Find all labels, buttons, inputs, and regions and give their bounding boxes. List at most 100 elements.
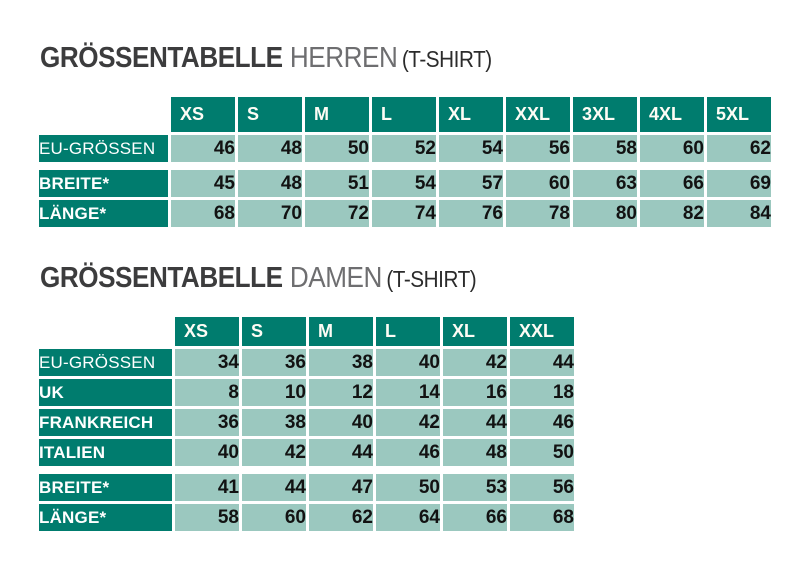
- corner-cell: [39, 97, 168, 132]
- row-label: UK: [39, 379, 172, 406]
- column-header-s: S: [238, 97, 302, 132]
- size-cell: 36: [175, 409, 239, 436]
- title-word-damen: DAMEN: [289, 262, 382, 294]
- damen-table-title: GRÖSSENTABELLE DAMEN (T-SHIRT): [40, 262, 477, 299]
- size-cell: 47: [309, 474, 373, 501]
- size-cell: 10: [242, 379, 306, 406]
- herren-size-table-container: XS S M L XL XXL 3XL 4XL 5XL EU-GRÖSSEN 46 48 50 52 54 5…: [36, 94, 774, 230]
- size-cell: 42: [376, 409, 440, 436]
- size-cell: 42: [443, 349, 507, 376]
- column-header-s: S: [242, 317, 306, 346]
- column-header-xs: XS: [175, 317, 239, 346]
- column-header-l: L: [376, 317, 440, 346]
- size-cell: 42: [242, 439, 306, 466]
- size-cell: 57: [439, 170, 503, 197]
- row-label: LÄNGE*: [39, 504, 172, 531]
- title-word-groessentabelle: GRÖSSENTABELLE: [40, 262, 283, 294]
- title-word-herren: HERREN: [289, 42, 398, 74]
- size-cell: 78: [506, 200, 570, 227]
- size-cell: 8: [175, 379, 239, 406]
- size-cell: 34: [175, 349, 239, 376]
- size-cell: 82: [640, 200, 704, 227]
- size-cell: 68: [171, 200, 235, 227]
- size-cell: 48: [443, 439, 507, 466]
- section-spacer-row: [39, 165, 771, 167]
- column-header-xl: XL: [439, 97, 503, 132]
- size-cell: 58: [175, 504, 239, 531]
- size-cell: 84: [707, 200, 771, 227]
- corner-cell: [39, 317, 172, 346]
- size-cell: 52: [372, 135, 436, 162]
- table-row: BREITE* 41 44 47 50 53 56: [39, 474, 574, 501]
- size-cell: 38: [242, 409, 306, 436]
- table-row: BREITE* 45 48 51 54 57 60 63 66 69: [39, 170, 771, 197]
- title-word-tshirt: (T-SHIRT): [401, 46, 492, 72]
- size-cell: 69: [707, 170, 771, 197]
- column-header-4xl: 4XL: [640, 97, 704, 132]
- size-cell: 53: [443, 474, 507, 501]
- table-row: EU-GRÖSSEN 46 48 50 52 54 56 58 60 62: [39, 135, 771, 162]
- spacer-cell: [39, 469, 574, 471]
- size-cell: 48: [238, 135, 302, 162]
- size-cell: 54: [439, 135, 503, 162]
- size-cell: 18: [510, 379, 574, 406]
- table-row: LÄNGE* 68 70 72 74 76 78 80 82 84: [39, 200, 771, 227]
- size-cell: 72: [305, 200, 369, 227]
- size-cell: 12: [309, 379, 373, 406]
- size-cell: 46: [376, 439, 440, 466]
- section-spacer-row: [39, 469, 574, 471]
- header-row: XS S M L XL XXL 3XL 4XL 5XL: [39, 97, 771, 132]
- table-row: EU-GRÖSSEN 34 36 38 40 42 44: [39, 349, 574, 376]
- column-header-m: M: [309, 317, 373, 346]
- size-cell: 46: [171, 135, 235, 162]
- size-cell: 50: [305, 135, 369, 162]
- size-cell: 56: [510, 474, 574, 501]
- row-label: EU-GRÖSSEN: [39, 135, 168, 162]
- size-cell: 54: [372, 170, 436, 197]
- size-cell: 70: [238, 200, 302, 227]
- size-cell: 44: [510, 349, 574, 376]
- size-cell: 38: [309, 349, 373, 376]
- row-label: BREITE*: [39, 170, 168, 197]
- column-header-xs: XS: [171, 97, 235, 132]
- size-cell: 66: [640, 170, 704, 197]
- size-cell: 44: [242, 474, 306, 501]
- size-cell: 66: [443, 504, 507, 531]
- title-word-groessentabelle: GRÖSSENTABELLE: [40, 42, 283, 74]
- size-cell: 62: [707, 135, 771, 162]
- size-cell: 40: [309, 409, 373, 436]
- herren-table-title: GRÖSSENTABELLE HERREN (T-SHIRT): [40, 42, 492, 79]
- column-header-xl: XL: [443, 317, 507, 346]
- spacer-cell: [39, 165, 771, 167]
- size-cell: 50: [510, 439, 574, 466]
- size-cell: 74: [372, 200, 436, 227]
- size-cell: 51: [305, 170, 369, 197]
- column-header-3xl: 3XL: [573, 97, 637, 132]
- column-header-l: L: [372, 97, 436, 132]
- size-cell: 41: [175, 474, 239, 501]
- size-cell: 80: [573, 200, 637, 227]
- damen-size-table-container: XS S M L XL XXL EU-GRÖSSEN 34 36 38 40 42 44 UK 8 10 12 1…: [36, 314, 577, 534]
- size-cell: 60: [506, 170, 570, 197]
- table-row: UK 8 10 12 14 16 18: [39, 379, 574, 406]
- column-header-xxl: XXL: [506, 97, 570, 132]
- size-cell: 76: [439, 200, 503, 227]
- column-header-xxl: XXL: [510, 317, 574, 346]
- size-cell: 48: [238, 170, 302, 197]
- table-row: LÄNGE* 58 60 62 64 66 68: [39, 504, 574, 531]
- row-label: ITALIEN: [39, 439, 172, 466]
- size-cell: 56: [506, 135, 570, 162]
- herren-size-table: XS S M L XL XXL 3XL 4XL 5XL EU-GRÖSSEN 46 48 50 52 54 5…: [36, 94, 774, 230]
- size-cell: 40: [376, 349, 440, 376]
- size-cell: 50: [376, 474, 440, 501]
- damen-size-table: XS S M L XL XXL EU-GRÖSSEN 34 36 38 40 42 44 UK 8 10 12 1…: [36, 314, 577, 534]
- row-label: EU-GRÖSSEN: [39, 349, 172, 376]
- size-cell: 45: [171, 170, 235, 197]
- row-label: BREITE*: [39, 474, 172, 501]
- size-cell: 16: [443, 379, 507, 406]
- size-cell: 44: [309, 439, 373, 466]
- size-cell: 58: [573, 135, 637, 162]
- size-cell: 44: [443, 409, 507, 436]
- title-word-tshirt: (T-SHIRT): [386, 266, 477, 292]
- table-row: ITALIEN 40 42 44 46 48 50: [39, 439, 574, 466]
